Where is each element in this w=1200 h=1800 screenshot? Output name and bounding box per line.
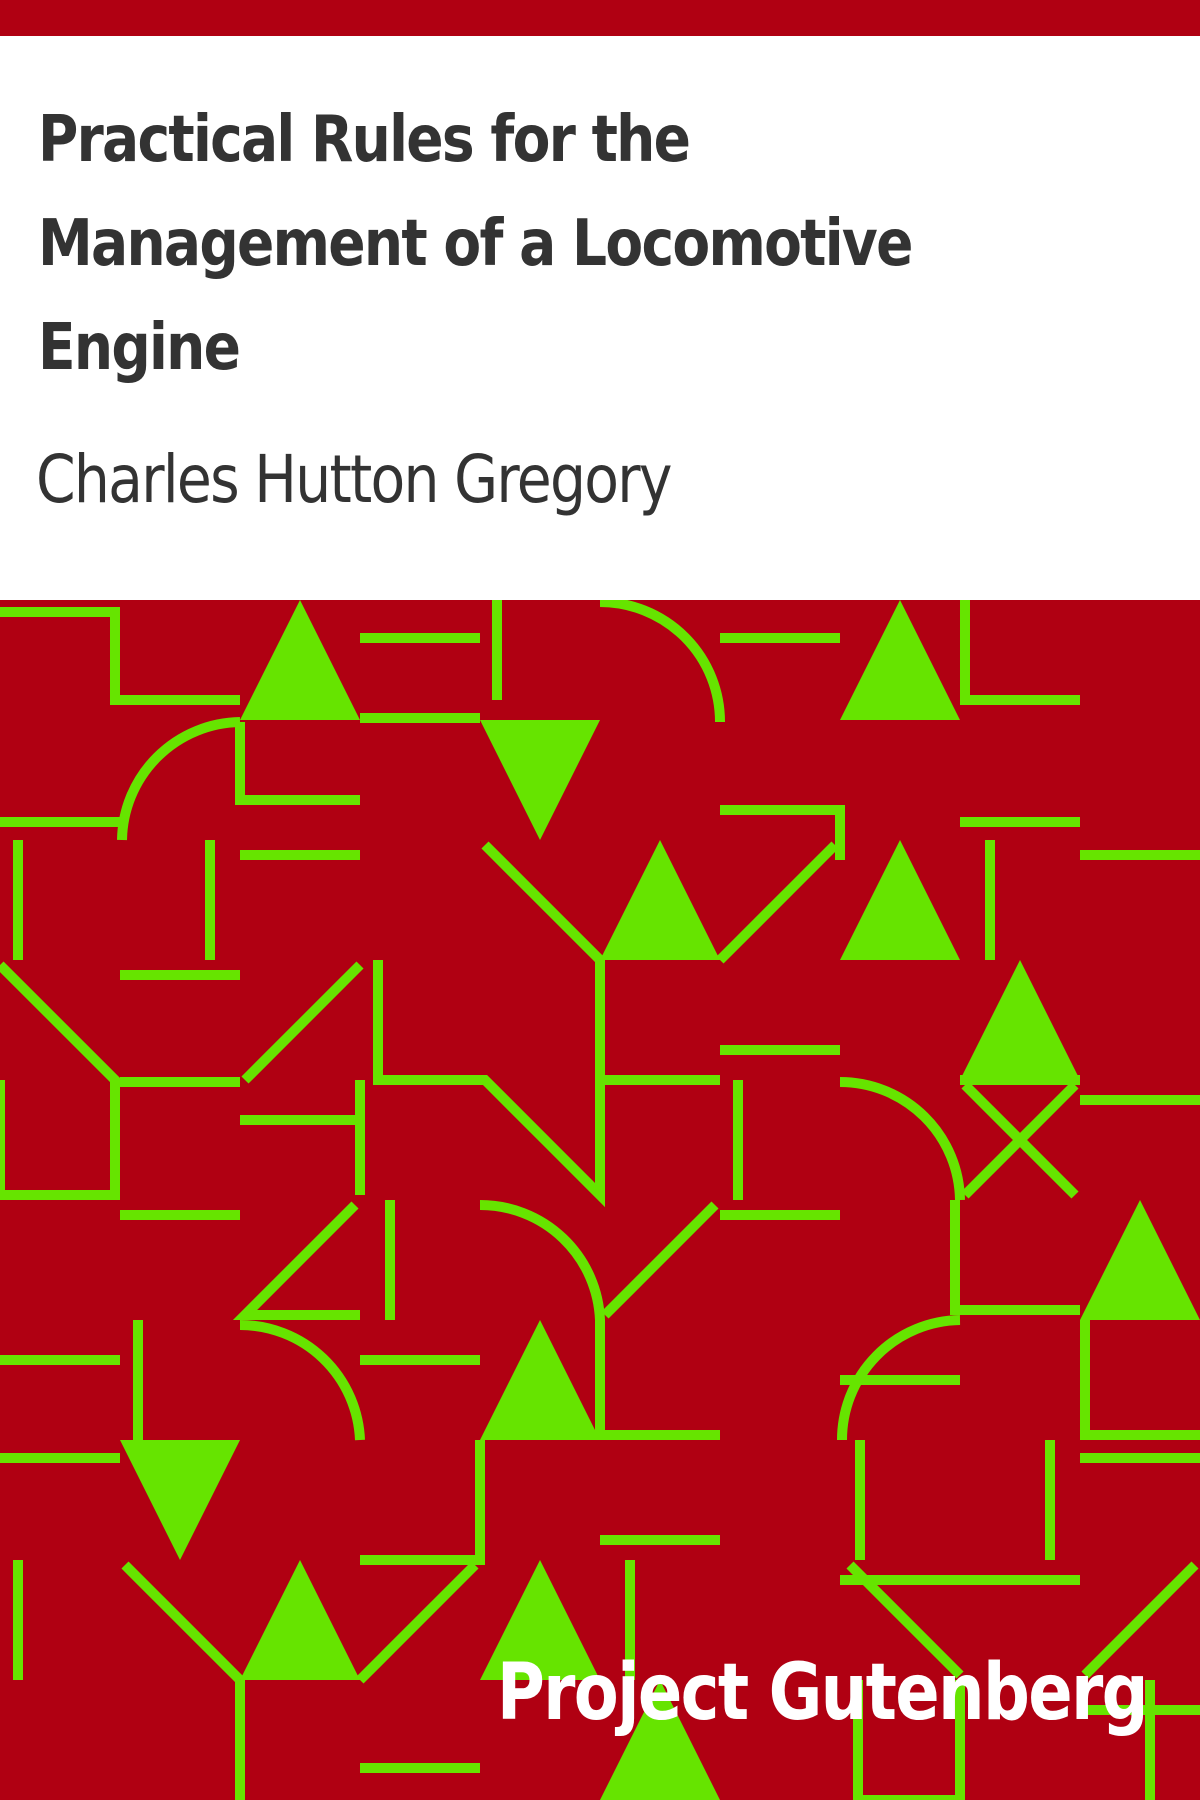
book-author: Charles Hutton Gregory — [36, 441, 672, 518]
publisher-name: Project Gutenberg — [496, 1648, 1149, 1738]
book-title: Practical Rules for the Management of a … — [38, 103, 913, 385]
top-color-bar — [0, 0, 1200, 36]
cover-pattern-artwork — [0, 600, 1200, 1800]
